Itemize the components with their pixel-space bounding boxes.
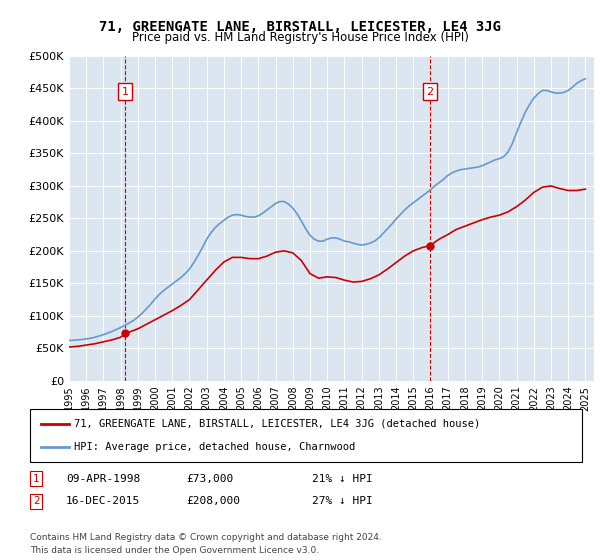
Text: 1: 1 [122,87,129,97]
Text: Price paid vs. HM Land Registry's House Price Index (HPI): Price paid vs. HM Land Registry's House … [131,31,469,44]
Text: 2: 2 [33,496,40,506]
Text: 21% ↓ HPI: 21% ↓ HPI [312,474,373,484]
Text: 1: 1 [33,474,40,484]
Text: This data is licensed under the Open Government Licence v3.0.: This data is licensed under the Open Gov… [30,546,319,555]
Text: 27% ↓ HPI: 27% ↓ HPI [312,496,373,506]
Text: £73,000: £73,000 [186,474,233,484]
FancyBboxPatch shape [30,409,582,462]
Text: 16-DEC-2015: 16-DEC-2015 [66,496,140,506]
Text: Contains HM Land Registry data © Crown copyright and database right 2024.: Contains HM Land Registry data © Crown c… [30,533,382,542]
Text: 09-APR-1998: 09-APR-1998 [66,474,140,484]
Text: £208,000: £208,000 [186,496,240,506]
Text: 71, GREENGATE LANE, BIRSTALL, LEICESTER, LE4 3JG: 71, GREENGATE LANE, BIRSTALL, LEICESTER,… [99,20,501,34]
Text: HPI: Average price, detached house, Charnwood: HPI: Average price, detached house, Char… [74,442,355,452]
Text: 71, GREENGATE LANE, BIRSTALL, LEICESTER, LE4 3JG (detached house): 71, GREENGATE LANE, BIRSTALL, LEICESTER,… [74,419,481,429]
Text: 2: 2 [426,87,433,97]
